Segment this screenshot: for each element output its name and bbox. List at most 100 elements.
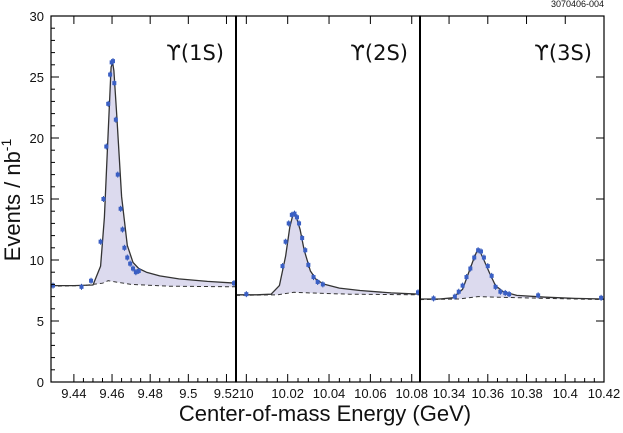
x-tick-label: 10.36 (472, 386, 505, 401)
y-tick-label: 10 (30, 253, 44, 268)
y-tick-label: 30 (30, 9, 44, 24)
panel-1: ϒ(1S) 9.44 9.46 9.48 9.5 9.52 (50, 16, 239, 401)
y-tick-label: 0 (37, 375, 44, 390)
data-point (456, 289, 461, 294)
data-point (416, 290, 420, 295)
data-point (292, 211, 297, 216)
x-tick-label: 10.06 (354, 386, 387, 401)
data-point (300, 236, 305, 241)
data-point (493, 284, 498, 289)
data-point (51, 283, 55, 288)
data-point (311, 275, 316, 280)
data-point (452, 294, 457, 299)
data-point (481, 255, 486, 260)
data-point (464, 275, 469, 280)
y-axis: 0 5 10 15 20 25 30 (30, 9, 604, 390)
data-point (431, 296, 436, 301)
panel-label: ϒ(1S) (166, 41, 224, 65)
data-point (131, 266, 136, 271)
data-point (306, 262, 311, 267)
figure-id: 3070406-004 (551, 0, 604, 9)
data-point (536, 293, 541, 298)
data-point (128, 261, 133, 266)
data-point (115, 172, 120, 177)
panel-2: ϒ(2S) 10 10.02 10.04 10.06 10.08 (235, 16, 428, 401)
data-point (498, 289, 503, 294)
panel-frame (235, 15, 421, 383)
data-point (98, 239, 103, 244)
fit-line (51, 61, 237, 287)
y-axis-title-main: Events / nb (0, 151, 25, 261)
x-tick-label: 9.5 (179, 386, 197, 401)
y-tick-label: 5 (37, 314, 44, 329)
x-tick-label: 10.02 (271, 386, 304, 401)
panel-3: ϒ(3S) 10.34 10.36 10.38 10.4 10.42 (419, 16, 621, 401)
panel-label: ϒ(2S) (350, 41, 408, 65)
y-tick-label: 20 (30, 131, 44, 146)
x-tick-label: 10.04 (313, 386, 346, 401)
x-tick-label: 9.48 (138, 386, 163, 401)
data-point (485, 264, 490, 269)
background-line (235, 291, 421, 296)
y-axis-title-superscript: -1 (0, 139, 14, 152)
signal-fill (420, 250, 604, 300)
data-point (297, 221, 302, 226)
data-point (104, 144, 109, 149)
data-point (476, 248, 481, 253)
x-tick-label: 10.34 (433, 386, 466, 401)
data-point (232, 281, 236, 286)
data-point (113, 117, 118, 122)
data-point (315, 279, 320, 284)
data-point (106, 101, 111, 106)
panel-frame (419, 15, 605, 383)
data-point (460, 283, 465, 288)
data-point (303, 248, 308, 253)
y-axis-title: Events / nb-1 (0, 139, 25, 262)
x-tick-label: 10.08 (395, 386, 428, 401)
signal-fill (236, 213, 420, 296)
fit-line (420, 249, 605, 300)
data-point (479, 249, 484, 254)
plot-frame (50, 15, 605, 383)
data-point (101, 197, 106, 201)
data-point (244, 292, 249, 297)
data-point (468, 266, 473, 271)
background-line (419, 296, 605, 301)
data-point (294, 215, 299, 220)
y-tick-label: 15 (30, 192, 44, 207)
data-point (120, 227, 125, 232)
data-point (289, 212, 294, 217)
signal-fill (51, 62, 236, 287)
data-point (472, 255, 477, 260)
data-point (280, 264, 285, 269)
data-point (112, 81, 117, 86)
data-point (507, 292, 512, 297)
data-point (133, 270, 138, 275)
data-point (320, 282, 325, 287)
data-point (125, 255, 130, 260)
panel-label: ϒ(3S) (534, 41, 592, 65)
data-point (108, 72, 113, 77)
x-tick-label: 10 (239, 386, 253, 401)
x-tick-label: 9.46 (99, 386, 124, 401)
data-point (286, 221, 291, 226)
data-point (79, 284, 84, 289)
x-tick-label: 10.4 (553, 386, 578, 401)
x-tick-label: 9.52 (214, 386, 239, 401)
data-point (136, 268, 141, 273)
data-point (489, 273, 494, 278)
x-tick-label: 9.44 (61, 386, 86, 401)
x-axis-title: Center-of-mass Energy (GeV) (179, 401, 471, 426)
panel-frame (50, 15, 237, 383)
data-point (122, 245, 127, 250)
data-point (118, 206, 123, 211)
data-point (89, 278, 94, 283)
panels-group: ϒ(1S) 9.44 9.46 9.48 9.5 9.52 ϒ(2S) 10 10.02 10.0… (50, 16, 621, 401)
data-point (503, 290, 508, 295)
data-point (283, 239, 288, 244)
data-point (110, 59, 115, 64)
data-point (599, 295, 604, 300)
x-tick-label: 10.42 (588, 386, 621, 401)
x-tick-label: 10.38 (510, 386, 543, 401)
